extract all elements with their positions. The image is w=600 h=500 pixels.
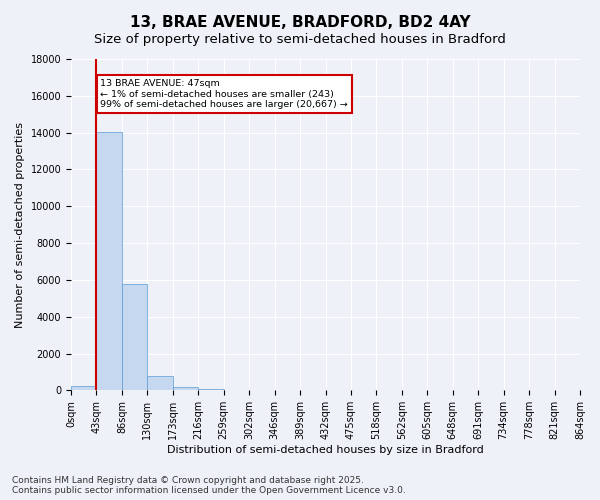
Bar [148, 376, 173, 390]
Text: 13 BRAE AVENUE: 47sqm
← 1% of semi-detached houses are smaller (243)
99% of semi: 13 BRAE AVENUE: 47sqm ← 1% of semi-detac… [100, 79, 348, 109]
Bar [122, 284, 148, 391]
Text: Size of property relative to semi-detached houses in Bradford: Size of property relative to semi-detach… [94, 32, 506, 46]
Bar [71, 386, 97, 390]
Text: 13, BRAE AVENUE, BRADFORD, BD2 4AY: 13, BRAE AVENUE, BRADFORD, BD2 4AY [130, 15, 470, 30]
Text: Contains HM Land Registry data © Crown copyright and database right 2025.
Contai: Contains HM Land Registry data © Crown c… [12, 476, 406, 495]
Y-axis label: Number of semi-detached properties: Number of semi-detached properties [15, 122, 25, 328]
Bar [198, 388, 224, 390]
Bar [173, 386, 198, 390]
Bar [97, 132, 122, 390]
X-axis label: Distribution of semi-detached houses by size in Bradford: Distribution of semi-detached houses by … [167, 445, 484, 455]
